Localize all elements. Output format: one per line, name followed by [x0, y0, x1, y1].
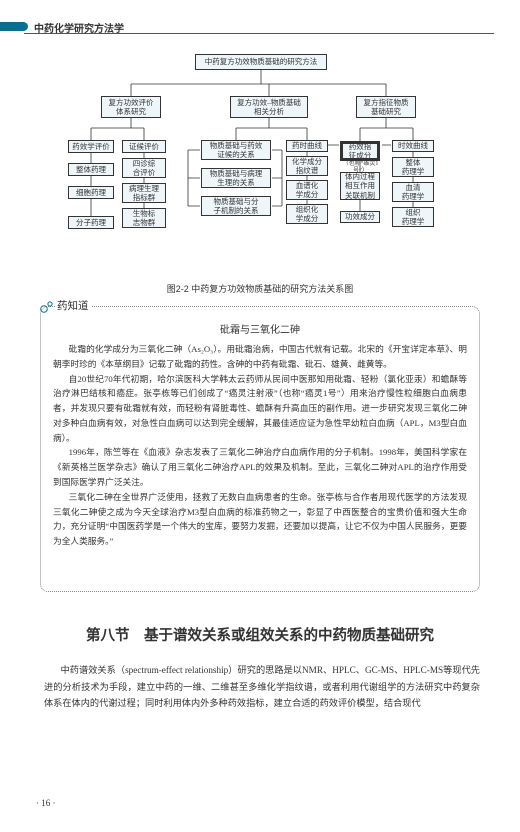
callout-label: 药知道: [55, 298, 91, 313]
node-a4: 分子药理: [68, 216, 114, 229]
node-quote: （也称“雄灵1号”）: [338, 164, 383, 172]
node-l1b: 复方功效–物质基础相关分析: [230, 96, 308, 118]
callout-para: 砒霜的化学成分为三氧化二砷（As₂O₃）。用砒霜治病，中国古代就有记载。北宋的《…: [53, 342, 467, 372]
node-c1: 物质基础与药效证候的关系: [201, 140, 271, 160]
node-d4: 组织化学成分: [286, 204, 328, 224]
node-b3: 病理生理指标群: [122, 183, 166, 203]
callout-para: 自20世纪70年代初期，哈尔滨医科大学韩太云药师从民间中医那知用砒霜、轻粉（氯化…: [53, 372, 467, 446]
node-root: 中药复方功效物质基础的研究方法: [195, 54, 327, 70]
node-f2: 整体药理学: [392, 157, 434, 177]
node-b2: 四诊综合评价: [122, 158, 166, 178]
node-d2: 化学成分指纹谱: [286, 156, 328, 176]
node-f1: 时效曲线: [392, 140, 434, 152]
node-d1: 药时曲线: [286, 140, 328, 152]
node-e1: 药效指征成分: [340, 141, 380, 161]
page-number: · 16 ·: [36, 798, 56, 808]
callout-body: 砒霜的化学成分为三氧化二砷（As₂O₃）。用砒霜治病，中国古代就有记载。北宋的《…: [41, 336, 479, 549]
node-f4: 组织药理学: [392, 207, 434, 227]
bleed-tab: [0, 22, 28, 31]
node-b1: 证候评价: [122, 140, 166, 153]
callout-title: 砒霜与三氧化二砷: [41, 321, 479, 336]
figure-caption: 图2-2 中药复方功效物质基础的研究方法关系图: [0, 282, 520, 295]
header-rule: [24, 33, 494, 34]
section-heading: 第八节 基于谱效关系或组效关系的中药物质基础研究: [0, 624, 520, 645]
node-l1a: 复方功效评价体系研究: [101, 96, 161, 118]
node-l1c: 复方指征物质基础研究: [356, 96, 416, 118]
node-e3: 功效成分: [340, 211, 380, 223]
node-a2: 整体药理: [68, 163, 114, 176]
node-e2: 体内过程相互作用关联机制: [340, 172, 380, 200]
node-a3: 细胞药理: [68, 186, 114, 199]
node-a1: 药效学评价: [68, 140, 114, 153]
flowchart: 中药复方功效物质基础的研究方法复方功效评价体系研究 复方功效–物质基础相关分析 复方…: [60, 48, 460, 278]
section-paragraph: 中药谱效关系（spectrum-effect relationship）研究的思…: [44, 662, 480, 712]
node-f3: 血清药理学: [392, 182, 434, 202]
callout-para: 1996年，陈竺等在《血液》杂志发表了三氧化二砷治疗白血病作用的分子机制。199…: [53, 445, 467, 489]
node-b4: 生物标志物群: [122, 208, 166, 228]
callout-box: 药知道 砒霜与三氧化二砷 砒霜的化学成分为三氧化二砷（As₂O₃）。用砒霜治病，…: [40, 306, 480, 592]
callout-para: 三氧化二砷在全世界广泛使用，拯救了无数白血病患者的生命。张亭栋与合作者用现代医学…: [53, 490, 467, 549]
node-c3: 物质基础与分子机制的关系: [201, 196, 271, 216]
node-c2: 物质基础与病理生理的关系: [201, 168, 271, 188]
node-d3: 血谱化学成分: [286, 180, 328, 200]
